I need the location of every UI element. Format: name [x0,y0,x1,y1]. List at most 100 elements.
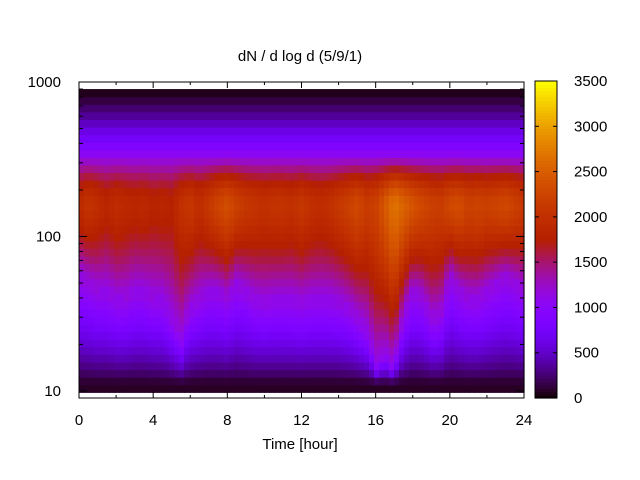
heatmap-cell [114,339,120,348]
heatmap-cell [144,339,150,348]
colorbar-swatch [535,106,557,111]
heatmap-cell [129,354,135,363]
heatmap-cell [394,187,400,196]
heatmap-cell [404,210,410,219]
heatmap-cell [474,164,480,174]
heatmap-cell [354,195,360,204]
heatmap-cell [199,89,205,98]
heatmap-cell [459,331,465,340]
heatmap-cell [279,271,285,280]
heatmap-cell [414,187,420,196]
heatmap-cell [334,119,340,128]
heatmap-cell [89,172,95,181]
heatmap-cell [129,255,135,265]
heatmap-cell [429,142,435,151]
heatmap-cell [309,301,315,310]
heatmap-cell [474,111,480,120]
heatmap-cell [434,119,440,128]
heatmap-cell [289,142,295,151]
heatmap-cell [309,195,315,204]
heatmap-cell [514,149,520,158]
heatmap-cell [219,324,225,333]
heatmap-cell [289,164,295,174]
heatmap-cell [379,202,385,211]
heatmap-cell [239,369,245,378]
heatmap-cell [229,164,235,174]
heatmap-cell [79,308,85,318]
heatmap-cell [404,172,410,181]
heatmap-cell [514,111,520,120]
heatmap-cell [489,286,495,295]
heatmap-cell [114,233,120,242]
heatmap-cell [289,361,295,371]
heatmap-cell [489,240,495,249]
heatmap-cell [519,248,525,257]
heatmap-cell [409,157,415,166]
heatmap-cell [454,369,460,378]
heatmap-cell [189,202,195,211]
heatmap-cell [84,271,90,280]
heatmap-cell [149,142,155,151]
heatmap-cell [124,286,130,295]
heatmap-cell [429,225,435,234]
heatmap-cell [334,187,340,196]
heatmap-cell [254,286,260,295]
heatmap-cell [159,225,165,234]
heatmap-cell [104,331,110,340]
heatmap-cell [99,324,105,333]
heatmap-cell [159,142,165,151]
heatmap-cell [404,308,410,318]
heatmap-cell [254,384,260,393]
heatmap-cell [454,96,460,105]
heatmap-cell [224,104,230,113]
heatmap-cell [444,172,450,181]
heatmap-cell [299,324,305,333]
heatmap-cell [189,111,195,120]
heatmap-cell [399,271,405,280]
heatmap-cell [329,157,335,166]
heatmap-cell [274,255,280,265]
heatmap-cell [169,369,175,378]
heatmap-cell [424,248,430,257]
heatmap-cell [494,324,500,333]
heatmap-cell [119,331,125,340]
heatmap-cell [254,377,260,386]
heatmap-cell [174,233,180,242]
heatmap-cell [364,369,370,378]
heatmap-cell [219,119,225,128]
heatmap-cell [289,324,295,333]
heatmap-cell [509,278,515,287]
heatmap-cell [269,164,275,174]
heatmap-cell [169,263,175,272]
heatmap-cell [339,301,345,310]
heatmap-cell [229,104,235,113]
heatmap-cell [394,104,400,113]
heatmap-cell [424,369,430,378]
heatmap-cell [174,126,180,136]
heatmap-cell [239,233,245,242]
heatmap-cell [264,369,270,378]
heatmap-cell [329,301,335,310]
heatmap-cell [269,202,275,211]
heatmap-cell [349,278,355,287]
heatmap-cell [294,324,300,333]
heatmap-cell [324,293,330,302]
heatmap-cell [94,255,100,265]
heatmap-cell [409,119,415,128]
heatmap-cell [294,278,300,287]
heatmap-cell [359,134,365,143]
colorbar-swatch [535,84,557,88]
heatmap-cell [369,384,375,393]
heatmap-cell [289,210,295,219]
heatmap-cell [429,308,435,318]
heatmap-cell [194,142,200,151]
heatmap-cell [479,361,485,371]
heatmap-cell [449,119,455,128]
heatmap-cell [139,377,145,386]
heatmap-cell [389,248,395,257]
heatmap-cell [249,384,255,393]
heatmap-cell [294,233,300,242]
heatmap-cell [339,346,345,355]
heatmap-cell [89,361,95,371]
heatmap-cell [154,271,160,280]
